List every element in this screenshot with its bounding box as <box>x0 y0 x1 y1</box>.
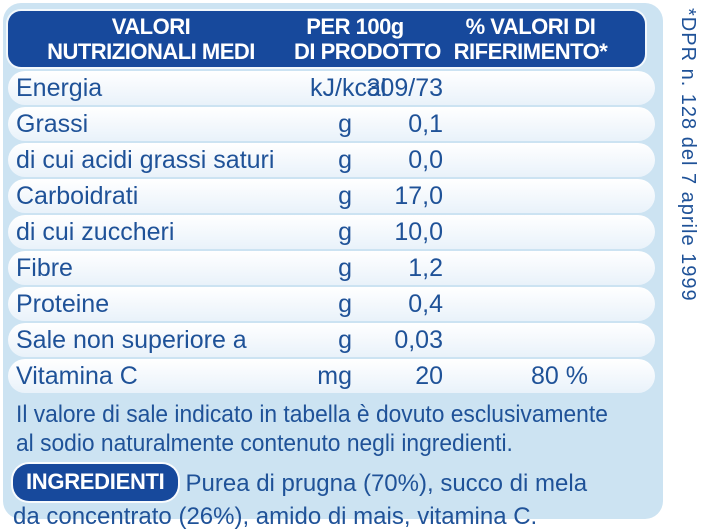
header-col-nutrients-line1: VALORI <box>111 14 191 39</box>
nutrition-table: Energia kJ/kcal 309/73 Grassi g 0,1 di c… <box>8 71 655 393</box>
header-col-per100g: PER 100g DI PRODOTTO <box>294 14 441 64</box>
row-unit: g <box>338 325 352 354</box>
row-label: Fibre <box>16 253 73 282</box>
ingredients-text-line1: Purea di prugna (70%), succo di mela <box>185 470 588 497</box>
row-unit: kJ/kcal <box>310 73 387 102</box>
table-row: di cui acidi grassi saturi g 0,0 <box>8 143 655 177</box>
header-col-reference: % VALORI DI RIFERIMENTO* <box>416 14 645 64</box>
ingredients-badge: INGREDIENTI <box>13 464 178 501</box>
table-row: Fibre g 1,2 <box>8 251 655 285</box>
row-value: 20 <box>415 361 443 390</box>
row-label: di cui zuccheri <box>16 217 175 246</box>
row-value: 0,0 <box>408 145 443 174</box>
table-row: Energia kJ/kcal 309/73 <box>8 71 655 105</box>
row-value: 0,4 <box>408 289 443 318</box>
row-label: Proteine <box>16 289 110 318</box>
row-value: 1,2 <box>408 253 443 282</box>
table-row: Sale non superiore a g 0,03 <box>8 323 655 357</box>
ingredients-line1: INGREDIENTI Purea di prugna (70%), succo … <box>13 464 655 501</box>
row-label: Sale non superiore a <box>16 325 247 354</box>
header-col-nutrients: VALORI NUTRIZIONALI MEDI <box>8 14 294 64</box>
row-unit: g <box>338 253 352 282</box>
row-unit: g <box>338 109 352 138</box>
row-label: di cui acidi grassi saturi <box>16 145 275 174</box>
regulation-side-note: *DPR n. 128 del 7 aprile 1999 <box>677 8 699 302</box>
header-col-per100g-line1: PER 100g <box>306 14 404 39</box>
header-col-reference-line1: % VALORI DI <box>465 14 596 39</box>
row-value: 10,0 <box>394 217 443 246</box>
ingredients-text-line2: da concentrato (26%), amido di mais, vit… <box>13 503 538 530</box>
row-label: Energia <box>16 73 103 102</box>
row-value: 0,03 <box>394 325 443 354</box>
row-label: Vitamina C <box>16 361 138 390</box>
salt-footnote-line2: al sodio naturalmente contenuto negli in… <box>16 430 513 457</box>
row-unit: g <box>338 181 352 210</box>
row-reference: 80 % <box>531 361 588 390</box>
row-label: Grassi <box>16 109 89 138</box>
row-unit: g <box>338 289 352 318</box>
row-unit: mg <box>317 361 352 390</box>
row-unit: g <box>338 145 352 174</box>
header-col-per100g-line2: DI PRODOTTO <box>294 39 441 64</box>
row-value: 17,0 <box>394 181 443 210</box>
table-row: Proteine g 0,4 <box>8 287 655 321</box>
row-unit: g <box>338 217 352 246</box>
row-value: 0,1 <box>408 109 443 138</box>
salt-footnote-line1: Il valore di sale indicato in tabella è … <box>16 401 608 428</box>
nutrition-panel: VALORI NUTRIZIONALI MEDI PER 100g DI PRO… <box>3 3 663 530</box>
header-col-nutrients-line2: NUTRIZIONALI MEDI <box>47 39 255 64</box>
table-row: Carboidrati g 17,0 <box>8 179 655 213</box>
table-row: Grassi g 0,1 <box>8 107 655 141</box>
salt-footnote: Il valore di sale indicato in tabella è … <box>16 400 623 458</box>
table-row: di cui zuccheri g 10,0 <box>8 215 655 249</box>
table-header: VALORI NUTRIZIONALI MEDI PER 100g DI PRO… <box>8 11 645 67</box>
row-label: Carboidrati <box>16 181 139 210</box>
header-col-reference-line2: RIFERIMENTO* <box>453 39 608 64</box>
table-row: Vitamina C mg 20 80 % <box>8 359 655 393</box>
ingredients-section: INGREDIENTI Purea di prugna (70%), succo … <box>13 464 655 532</box>
row-value: 309/73 <box>366 73 443 102</box>
